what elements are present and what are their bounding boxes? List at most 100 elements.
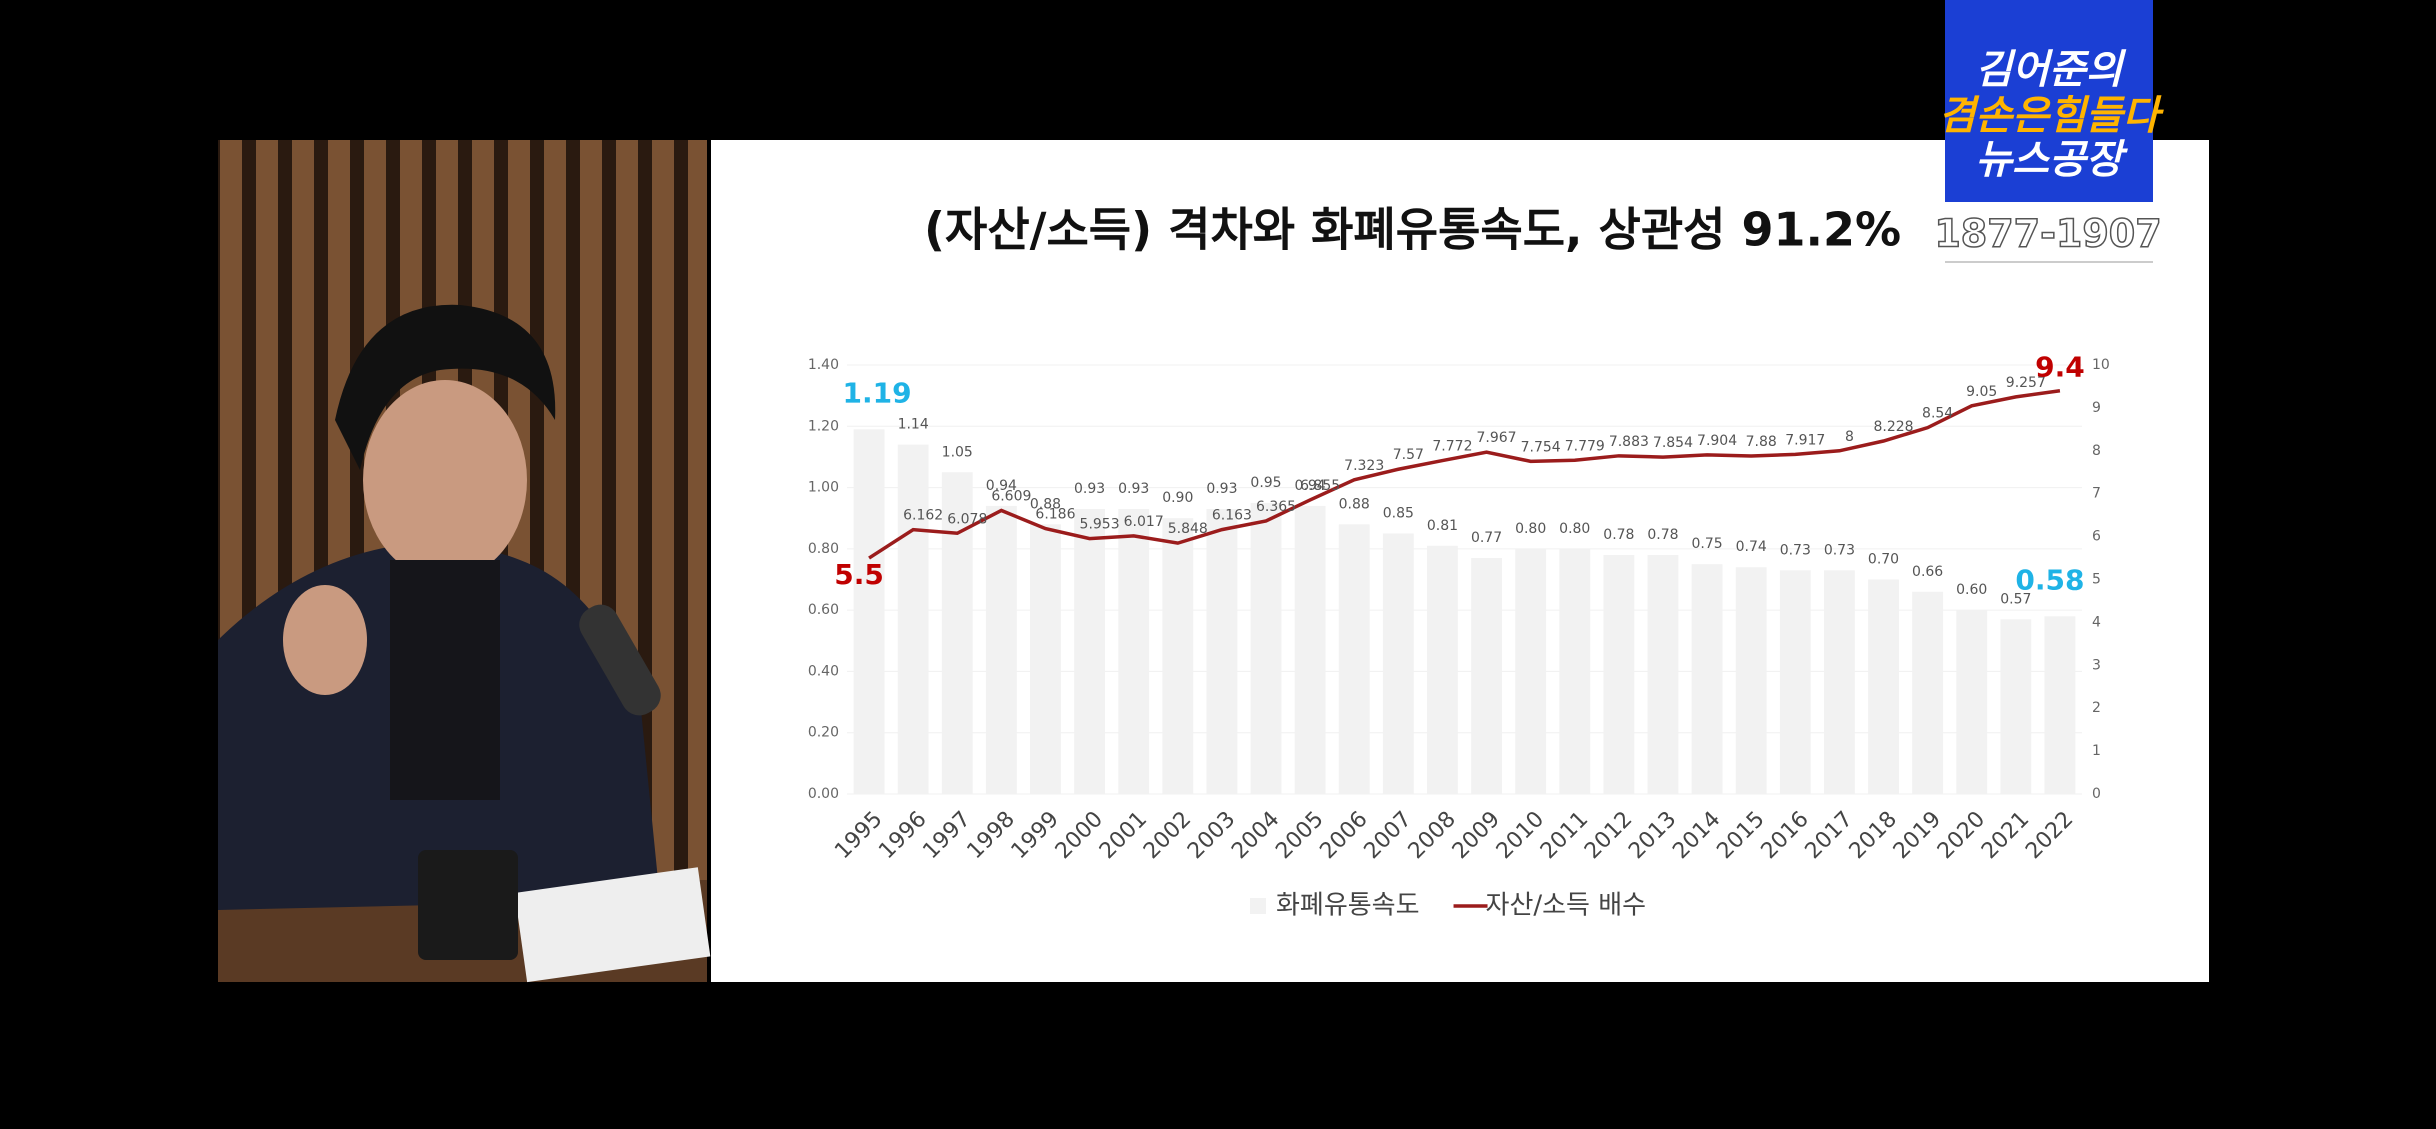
bar-value-label: 1.05 [942,444,973,460]
bar [1515,548,1547,794]
bar-value-label: 0.75 [1692,536,1723,552]
video-feed [218,140,711,983]
y-tick-label: 1.00 [808,480,839,496]
bar [1735,567,1767,794]
bar-value-label: 0.90 [1162,490,1193,506]
bar [1823,570,1855,794]
bar-value-label: 0.93 [1074,481,1105,497]
bar [941,472,973,794]
bar-value-label: 0.60 [1956,582,1987,598]
bar-value-label: 0.77 [1471,530,1502,546]
line-value-label: 7.57 [1393,447,1424,463]
chart-title: (자산/소득) 격차와 화폐유통속도, 상관성 91.2% [924,203,1901,257]
bar [1382,533,1414,794]
bar-value-label: 0.93 [1118,481,1149,497]
bar [1603,554,1635,794]
hair [335,304,556,470]
line-value-label: 7.754 [1521,439,1561,455]
sweater [390,560,500,800]
bar [2044,616,2076,794]
bar-value-label: 0.93 [1206,481,1237,497]
bar-value-label: 0.57 [2000,591,2031,607]
logo: 김어준의 겸손은힘들다 뉴스공장 1877-1907 ARS 멤버십 [1934,0,2165,296]
y2-tick-label: 6 [2092,529,2101,545]
y2-tick-label: 5 [2092,572,2101,588]
line-value-label: 7.904 [1697,433,1737,449]
y2-tick-label: 4 [2092,614,2101,630]
line-value-label: 8.228 [1873,419,1913,435]
bar-value-label: 0.73 [1824,542,1855,558]
y-tick-label: 0.00 [808,786,839,802]
logo-slogan: 겸손은힘들다 [1939,93,2165,139]
bar [1206,509,1238,794]
bar [1912,591,1944,794]
line-value-label: 6.609 [991,488,1031,504]
y2-tick-label: 1 [2092,743,2101,759]
bar-value-label: 0.94 [1295,478,1326,494]
logo-brand: 뉴스공장 [1975,137,2128,183]
bar-value-label: 0.58 [2015,563,2084,596]
line-value-label: 7.854 [1653,435,1693,451]
bar-value-label: 0.78 [1603,527,1634,543]
microphone [579,604,661,716]
bar-value-label: 1.14 [898,417,929,433]
logo-name: 김어준의 [1975,47,2126,93]
line-value-label: 6.163 [1212,508,1252,524]
bar [1162,518,1194,794]
line-value-label: 5.953 [1080,517,1120,533]
bar [1691,564,1723,794]
legend-label: 자산/소득 배수 [1486,891,1647,921]
bar-value-label: 0.70 [1868,552,1899,568]
bar [1868,579,1899,794]
face [363,380,527,580]
y2-tick-label: 2 [2092,700,2101,716]
bar-value-label: 0.78 [1647,527,1678,543]
line-value-label: 9.05 [1966,384,1997,400]
bar-value-label: 0.88 [1339,496,1370,512]
bar [1118,509,1150,794]
y2-tick-label: 10 [2092,357,2110,373]
y-tick-label: 1.20 [808,418,839,434]
y2-tick-label: 0 [2092,786,2101,802]
bar-value-label: 0.80 [1515,521,1546,537]
bar [1779,570,1811,794]
bar-value-label: 1.19 [843,376,912,409]
line-value-label: 6.078 [947,511,987,527]
line-value-label: 7.88 [1746,434,1777,450]
bar-value-label: 0.88 [1030,496,1061,512]
bar-value-label: 0.74 [1736,539,1767,555]
line-value-label: 7.883 [1609,434,1649,450]
bar [1647,554,1679,794]
hand [283,585,367,695]
bar [1559,548,1591,794]
membership: ARS 멤버십 [1992,272,2094,296]
bar-value-label: 0.85 [1383,506,1414,522]
line-value-label: 5.848 [1168,521,1208,537]
y-tick-label: 1.40 [808,357,839,373]
line-value-label: 6.855 [1300,478,1340,494]
line-value-label: 8 [1845,429,1854,445]
bar [1294,505,1326,794]
bar-value-label: 0.94 [986,478,1017,494]
line-value-label: 7.772 [1432,439,1472,455]
bar [985,505,1017,794]
line-value-label: 7.323 [1344,458,1384,474]
bar [1956,610,1988,794]
bar-value-label: 0.80 [1559,521,1590,537]
line-value-label: 7.967 [1477,430,1517,446]
y-tick-label: 0.40 [808,663,839,679]
bar-value-label: 0.66 [1912,564,1943,580]
y-tick-label: 0.80 [808,541,839,557]
line-value-label: 7.779 [1565,438,1605,454]
bar [1250,502,1282,794]
line-value-label: 9.4 [2035,351,2085,384]
line-value-label: 6.365 [1256,499,1296,515]
line-value-label: 6.017 [1124,514,1164,530]
line-value-label: 9.257 [2006,375,2046,391]
bar-value-label: 0.73 [1780,542,1811,558]
y2-tick-label: 8 [2092,443,2101,459]
bar [1427,545,1458,794]
line [868,389,2061,560]
line-value-label: 7.917 [1785,432,1825,448]
